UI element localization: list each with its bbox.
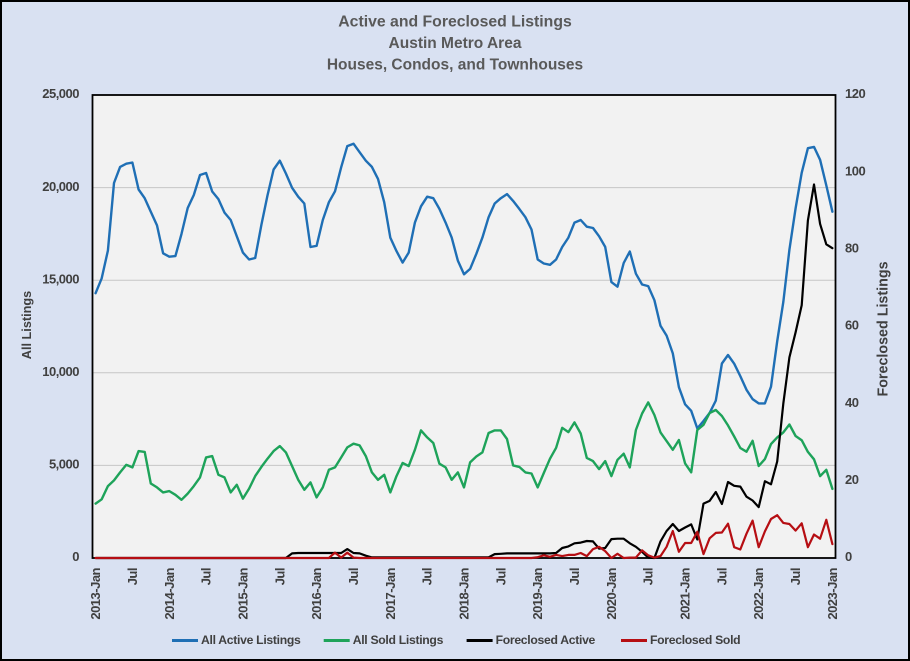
svg-text:2019-Jan: 2019-Jan	[530, 567, 545, 619]
svg-text:All Active Listings: All Active Listings	[201, 633, 301, 647]
svg-text:2016-Jan: 2016-Jan	[309, 567, 324, 619]
svg-text:2022-Jan: 2022-Jan	[751, 567, 766, 619]
svg-text:Jul: Jul	[346, 568, 361, 585]
svg-text:2023-Jan: 2023-Jan	[825, 567, 840, 619]
svg-text:2015-Jan: 2015-Jan	[235, 567, 250, 619]
svg-text:40: 40	[845, 395, 859, 410]
svg-text:Austin Metro Area: Austin Metro Area	[389, 35, 522, 52]
svg-text:Foreclosed Sold: Foreclosed Sold	[650, 633, 740, 647]
svg-text:2013-Jan: 2013-Jan	[88, 567, 103, 619]
svg-text:Jul: Jul	[199, 568, 214, 585]
svg-text:Jul: Jul	[493, 568, 508, 585]
svg-text:20,000: 20,000	[42, 179, 79, 194]
svg-text:Houses, Condos, and Townhouses: Houses, Condos, and Townhouses	[327, 57, 583, 74]
svg-text:20: 20	[845, 472, 859, 487]
svg-text:2014-Jan: 2014-Jan	[162, 567, 177, 619]
svg-text:Jul: Jul	[641, 568, 656, 585]
svg-text:0: 0	[72, 549, 79, 564]
svg-text:Jul: Jul	[125, 568, 140, 585]
svg-text:2020-Jan: 2020-Jan	[604, 567, 619, 619]
svg-text:Jul: Jul	[788, 568, 803, 585]
svg-text:Jul: Jul	[272, 568, 287, 585]
svg-text:2021-Jan: 2021-Jan	[678, 567, 693, 619]
svg-text:10,000: 10,000	[42, 364, 79, 379]
svg-text:120: 120	[845, 86, 865, 101]
svg-text:Jul: Jul	[714, 568, 729, 585]
svg-text:5,000: 5,000	[49, 457, 79, 472]
svg-text:All Sold Listings: All Sold Listings	[353, 633, 444, 647]
svg-text:80: 80	[845, 241, 859, 256]
svg-text:All Listings: All Listings	[20, 291, 34, 359]
svg-text:Active and Foreclosed Listings: Active and Foreclosed Listings	[338, 14, 572, 31]
svg-text:Jul: Jul	[567, 568, 582, 585]
svg-text:25,000: 25,000	[42, 86, 79, 101]
svg-text:Jul: Jul	[420, 568, 435, 585]
svg-text:Foreclosed Listings: Foreclosed Listings	[876, 261, 892, 396]
svg-text:60: 60	[845, 318, 859, 333]
svg-text:Foreclosed Active: Foreclosed Active	[496, 633, 596, 647]
svg-text:100: 100	[845, 163, 865, 178]
svg-text:2018-Jan: 2018-Jan	[457, 567, 472, 619]
svg-text:0: 0	[845, 549, 852, 564]
svg-text:15,000: 15,000	[42, 271, 79, 286]
svg-text:2017-Jan: 2017-Jan	[383, 567, 398, 619]
